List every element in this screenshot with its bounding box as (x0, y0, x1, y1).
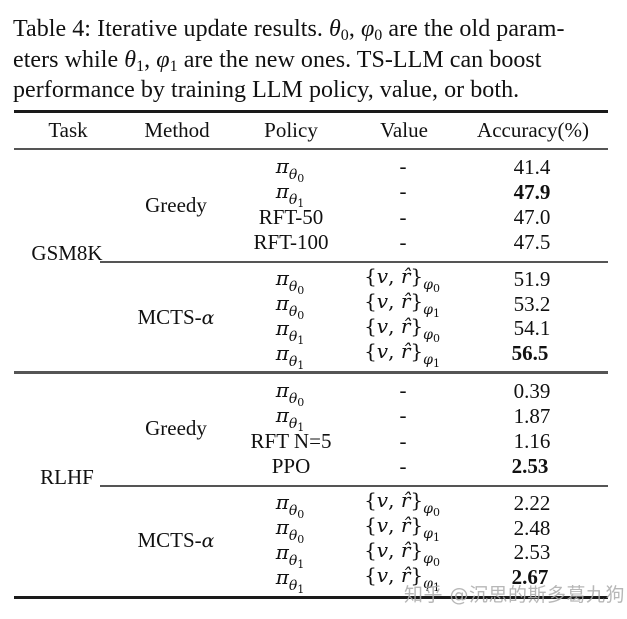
value-cell: {v, r̂}φ1 (364, 513, 440, 544)
value-cell: {v, r̂}φ0 (364, 538, 440, 569)
caption-line3: performance by training LLM policy, valu… (13, 77, 520, 103)
caption-line2-rest: are the new ones. TS-LLM can boost (177, 46, 542, 73)
policy-cell: πθ1 (275, 341, 305, 372)
policy-cell: πθ0 (275, 154, 305, 185)
header-task: Task (48, 118, 88, 142)
header-value: Value (380, 118, 428, 142)
accuracy-cell: 2.53 (513, 540, 551, 564)
policy-cell: πθ1 (275, 316, 305, 347)
value-cell: - (399, 378, 407, 402)
method-greedy: Greedy (145, 416, 207, 440)
top-rule (14, 110, 608, 113)
value-cell: - (399, 205, 407, 229)
value-cell: - (399, 429, 407, 453)
policy-cell: πθ0 (275, 378, 305, 409)
value-cell: - (399, 403, 407, 427)
method-greedy: Greedy (145, 193, 207, 217)
header-rule (14, 148, 608, 150)
accuracy-cell: 1.87 (513, 404, 551, 428)
method-mcts: MCTS-α (137, 305, 215, 329)
task-gsm8k: GSM8K (31, 241, 103, 265)
policy-cell: RFT-50 (258, 205, 324, 229)
value-cell: - (399, 454, 407, 478)
accuracy-cell: 2.22 (513, 491, 551, 515)
accuracy-cell: 54.1 (513, 316, 551, 340)
caption-line2-start: eters while (13, 46, 125, 73)
policy-cell: πθ1 (275, 403, 305, 434)
value-cell: {v, r̂}φ1 (364, 563, 440, 594)
caption-line1-rest: are the old param- (382, 16, 565, 42)
value-cell: - (399, 179, 407, 203)
accuracy-cell-best: 56.5 (511, 341, 549, 365)
accuracy-cell: 51.9 (513, 267, 551, 291)
accuracy-cell-best: 47.9 (513, 180, 551, 204)
group-separator-rule (14, 371, 608, 374)
value-cell: - (399, 230, 407, 254)
accuracy-cell: 41.4 (513, 155, 551, 179)
policy-cell: RFT-100 (253, 230, 329, 254)
value-cell: {v, r̂}φ0 (364, 264, 440, 295)
gsm8k-mid-rule (100, 261, 608, 263)
watermark: 知乎 @沉思的斯多葛九狗 (404, 584, 626, 606)
accuracy-cell: 47.0 (513, 205, 551, 229)
policy-cell: πθ0 (275, 291, 305, 322)
task-rlhf: RLHF (40, 465, 94, 489)
table-caption: Table 4: Iterative update results. θ0, φ… (13, 16, 565, 103)
value-cell: {v, r̂}φ1 (364, 339, 440, 370)
header-method: Method (144, 118, 210, 142)
policy-cell: πθ1 (275, 565, 305, 596)
policy-cell: πθ1 (275, 179, 305, 210)
policy-cell: πθ1 (275, 540, 305, 571)
method-mcts: MCTS-α (137, 528, 215, 552)
policy-cell: πθ0 (275, 490, 305, 521)
accuracy-cell: 53.2 (513, 292, 551, 316)
value-cell: {v, r̂}φ0 (364, 488, 440, 519)
caption-prefix: Table 4: Iterative update results. (13, 16, 329, 42)
accuracy-cell-best: 2.53 (511, 454, 549, 478)
accuracy-cell: 2.48 (513, 516, 551, 540)
policy-cell: πθ0 (275, 266, 305, 297)
bottom-rule (14, 596, 608, 599)
accuracy-cell: 1.16 (513, 429, 551, 453)
value-cell: {v, r̂}φ0 (364, 314, 440, 345)
policy-cell: RFT N=5 (250, 429, 332, 453)
header-policy: Policy (264, 118, 318, 142)
value-cell: {v, r̂}φ1 (364, 289, 440, 320)
header-accuracy: Accuracy(%) (477, 118, 589, 142)
policy-cell: πθ0 (275, 515, 305, 546)
accuracy-cell-best: 2.67 (511, 565, 549, 589)
accuracy-cell: 47.5 (513, 230, 551, 254)
policy-cell: PPO (271, 454, 311, 478)
rlhf-mid-rule (100, 485, 608, 487)
accuracy-cell: 0.39 (513, 379, 551, 403)
value-cell: - (399, 154, 407, 178)
